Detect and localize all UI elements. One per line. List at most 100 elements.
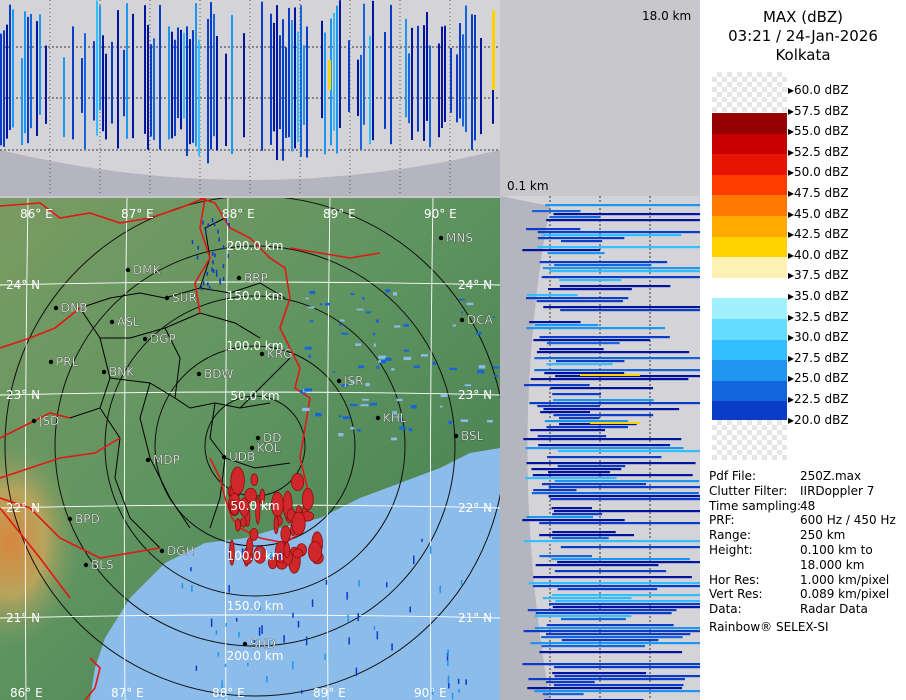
- profile-echo: [560, 240, 603, 243]
- scale-swatch: [712, 339, 787, 361]
- echo-cell: [305, 636, 308, 646]
- echo-cell: [211, 218, 214, 223]
- radar-map[interactable]: MNS DMK BRP SUR DNB ASL DGP DCA KRG PRL BNK BDW JSR K…: [0, 198, 500, 700]
- echo-cell: [369, 402, 377, 406]
- metadata-key: Time sampling:: [709, 498, 802, 513]
- range-label: 200.0 km: [227, 649, 284, 663]
- echo-cell: [235, 618, 238, 622]
- echo-cell: [476, 332, 482, 335]
- echo-cell: [392, 292, 398, 296]
- profile-echo: [539, 534, 635, 537]
- place-label: MNS: [446, 231, 473, 245]
- profile-echo: [363, 3, 365, 125]
- metadata-value: 250 km: [800, 528, 846, 543]
- profile-echo: [168, 26, 170, 140]
- echo-cell: [270, 551, 272, 560]
- profile-echo: [541, 636, 683, 639]
- profile-echo: [546, 219, 700, 222]
- echo-cell: [325, 579, 328, 585]
- echo-cell: [181, 583, 184, 589]
- echo-cell: [279, 551, 281, 560]
- profile-echo: [303, 45, 305, 125]
- place-dot: [255, 435, 261, 441]
- profile-echo: [535, 612, 672, 615]
- place-label: KOL: [257, 441, 281, 455]
- echo-cell: [391, 643, 393, 651]
- profile-echo: [553, 510, 700, 513]
- profile-echo: [544, 372, 625, 375]
- echo-cell: [212, 269, 215, 274]
- profile-echo: [195, 3, 197, 147]
- profile-echo: [213, 13, 215, 137]
- profile-echo: [533, 339, 651, 342]
- profile-echo: [533, 576, 692, 579]
- profile-echo: [553, 399, 654, 402]
- scale-label: ▸45.0 dBZ: [788, 206, 849, 221]
- profile-echo: [561, 618, 626, 621]
- profile-echo: [580, 374, 640, 376]
- echo-cell: [350, 293, 355, 296]
- profile-echo: [183, 32, 185, 119]
- place-label: DGP: [150, 332, 176, 346]
- metadata-value: 0.100 km to: [800, 543, 873, 557]
- echo-cell: [308, 354, 311, 358]
- echo-cell: [215, 630, 218, 635]
- place-dot: [221, 454, 227, 460]
- echo-cell: [421, 538, 423, 542]
- range-label: 50.0 km: [230, 389, 279, 403]
- echo-cell: [429, 546, 432, 554]
- latitude-label: 22° N: [458, 501, 492, 515]
- top-height-profile: [0, 0, 500, 196]
- profile-echo: [144, 5, 146, 134]
- parallel-line: [0, 391, 500, 396]
- profile-echo: [526, 462, 696, 465]
- profile-echo: [405, 18, 407, 118]
- profile-echo: [328, 60, 331, 90]
- place-dot: [259, 351, 265, 357]
- echo-cell: [384, 357, 392, 361]
- echo-cell: [191, 585, 193, 592]
- echo-cell: [391, 368, 395, 371]
- place-dot: [48, 359, 54, 365]
- echo-cell: [492, 316, 495, 319]
- clutter-echo: [259, 488, 266, 505]
- echo-cell: [448, 420, 453, 425]
- echo-cell: [215, 269, 218, 274]
- profile-echo: [225, 53, 227, 147]
- profile-echo: [429, 45, 431, 148]
- profile-echo: [552, 513, 603, 516]
- profile-echo: [492, 10, 495, 90]
- place-label: PRL: [56, 355, 79, 369]
- profile-echo: [532, 585, 700, 588]
- profile-echo: [444, 25, 446, 122]
- profile-echo: [321, 20, 323, 119]
- place-dot: [83, 562, 89, 568]
- precipitation-echoes: [181, 218, 500, 700]
- echo-cell: [376, 365, 380, 370]
- meridian-line: [24, 198, 29, 700]
- echo-cell: [439, 585, 441, 593]
- profile-echo: [530, 429, 605, 432]
- echo-cell: [305, 297, 310, 300]
- range-label: 150.0 km: [227, 599, 284, 613]
- echo-cell: [358, 365, 365, 369]
- scale-label: ▸47.5 dBZ: [788, 186, 849, 200]
- metadata-value: 250Z.max: [800, 469, 862, 483]
- profile-echo: [529, 321, 581, 324]
- echo-cell: [365, 382, 370, 387]
- profile-echo: [186, 26, 188, 156]
- echo-cell: [399, 426, 407, 430]
- echo-cell: [212, 251, 214, 256]
- profile-echo: [372, 0, 374, 141]
- place-label: DGH: [167, 544, 195, 558]
- echo-cell: [458, 298, 466, 301]
- clutter-echo: [234, 518, 241, 532]
- profile-echo: [198, 39, 200, 156]
- profile-echo: [544, 420, 628, 423]
- profile-echo: [459, 23, 461, 119]
- echo-cell: [487, 419, 493, 423]
- metadata-value: 18.000 km: [800, 557, 865, 572]
- latitude-label: 23° N: [6, 388, 40, 402]
- latitude-label: 24° N: [6, 278, 40, 292]
